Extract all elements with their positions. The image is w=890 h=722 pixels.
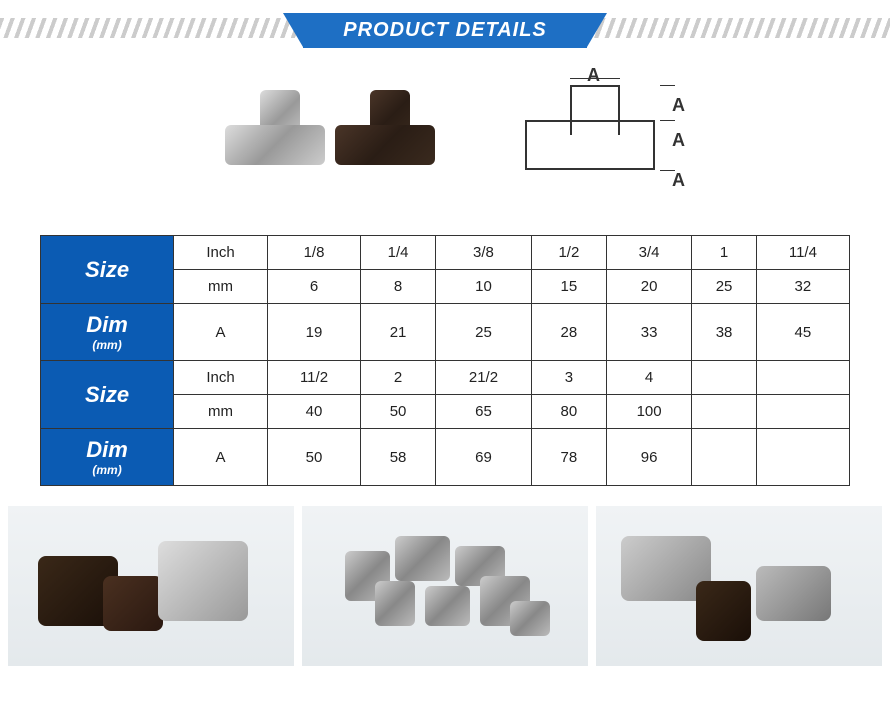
cell: 50 <box>361 395 436 429</box>
cell: 69 <box>436 429 532 486</box>
cell: 3/4 <box>606 236 691 270</box>
cell: 4 <box>606 361 691 395</box>
cell: 11/2 <box>267 361 360 395</box>
cell: 50 <box>267 429 360 486</box>
header-size-2: Size <box>41 361 174 429</box>
cell: 21/2 <box>436 361 532 395</box>
unit-a: A <box>174 304 268 361</box>
cell <box>692 395 756 429</box>
unit-mm: mm <box>174 270 268 304</box>
gallery-item-1 <box>8 506 294 666</box>
header-size-1: Size <box>41 236 174 304</box>
cell <box>756 429 849 486</box>
product-photo <box>205 70 455 210</box>
cell: 19 <box>267 304 360 361</box>
cell <box>756 361 849 395</box>
dimension-diagram: A A A A <box>515 70 685 210</box>
cell: 1/2 <box>531 236 606 270</box>
cell: 11/4 <box>756 236 849 270</box>
banner-hatch-left <box>0 18 310 38</box>
dim-label-r3: A <box>672 170 685 191</box>
cell: 21 <box>361 304 436 361</box>
cell: 1/4 <box>361 236 436 270</box>
cell: 1/8 <box>267 236 360 270</box>
cell: 32 <box>756 270 849 304</box>
table-row: Dim(mm) A 50 58 69 78 96 <box>41 429 850 486</box>
cell <box>692 429 756 486</box>
table-row: Dim(mm) A 19 21 25 28 33 38 45 <box>41 304 850 361</box>
banner-hatch-right <box>580 18 890 38</box>
unit-inch: Inch <box>174 236 268 270</box>
cell: 3/8 <box>436 236 532 270</box>
spec-table: Size Inch 1/8 1/4 3/8 1/2 3/4 1 11/4 mm … <box>40 235 850 486</box>
cell: 58 <box>361 429 436 486</box>
cell: 38 <box>692 304 756 361</box>
tee-fitting-dark <box>335 90 435 190</box>
dim-label-r1: A <box>672 95 685 116</box>
unit-mm: mm <box>174 395 268 429</box>
product-images-row: A A A A <box>0 70 890 210</box>
gallery <box>0 486 890 674</box>
cell <box>692 361 756 395</box>
unit-a: A <box>174 429 268 486</box>
dim-label-r2: A <box>672 130 685 151</box>
header-dim-1: Dim(mm) <box>41 304 174 361</box>
cell: 6 <box>267 270 360 304</box>
cell: 25 <box>692 270 756 304</box>
cell: 33 <box>606 304 691 361</box>
cell: 28 <box>531 304 606 361</box>
banner-title: PRODUCT DETAILS <box>303 13 587 48</box>
cell: 3 <box>531 361 606 395</box>
cell: 78 <box>531 429 606 486</box>
cell: 1 <box>692 236 756 270</box>
cell: 80 <box>531 395 606 429</box>
cell: 45 <box>756 304 849 361</box>
cell: 100 <box>606 395 691 429</box>
cell: 2 <box>361 361 436 395</box>
tee-fitting-silver <box>225 90 325 190</box>
banner: PRODUCT DETAILS <box>0 10 890 50</box>
cell: 15 <box>531 270 606 304</box>
table-row: Size Inch 1/8 1/4 3/8 1/2 3/4 1 11/4 <box>41 236 850 270</box>
cell: 8 <box>361 270 436 304</box>
gallery-item-2 <box>302 506 588 666</box>
table-row: Size Inch 11/2 2 21/2 3 4 <box>41 361 850 395</box>
cell: 65 <box>436 395 532 429</box>
cell: 96 <box>606 429 691 486</box>
unit-inch: Inch <box>174 361 268 395</box>
header-dim-2: Dim(mm) <box>41 429 174 486</box>
cell: 10 <box>436 270 532 304</box>
gallery-item-3 <box>596 506 882 666</box>
cell: 25 <box>436 304 532 361</box>
spec-table-wrap: Size Inch 1/8 1/4 3/8 1/2 3/4 1 11/4 mm … <box>0 235 890 486</box>
cell: 20 <box>606 270 691 304</box>
cell: 40 <box>267 395 360 429</box>
dim-label-top: A <box>587 65 600 86</box>
cell <box>756 395 849 429</box>
